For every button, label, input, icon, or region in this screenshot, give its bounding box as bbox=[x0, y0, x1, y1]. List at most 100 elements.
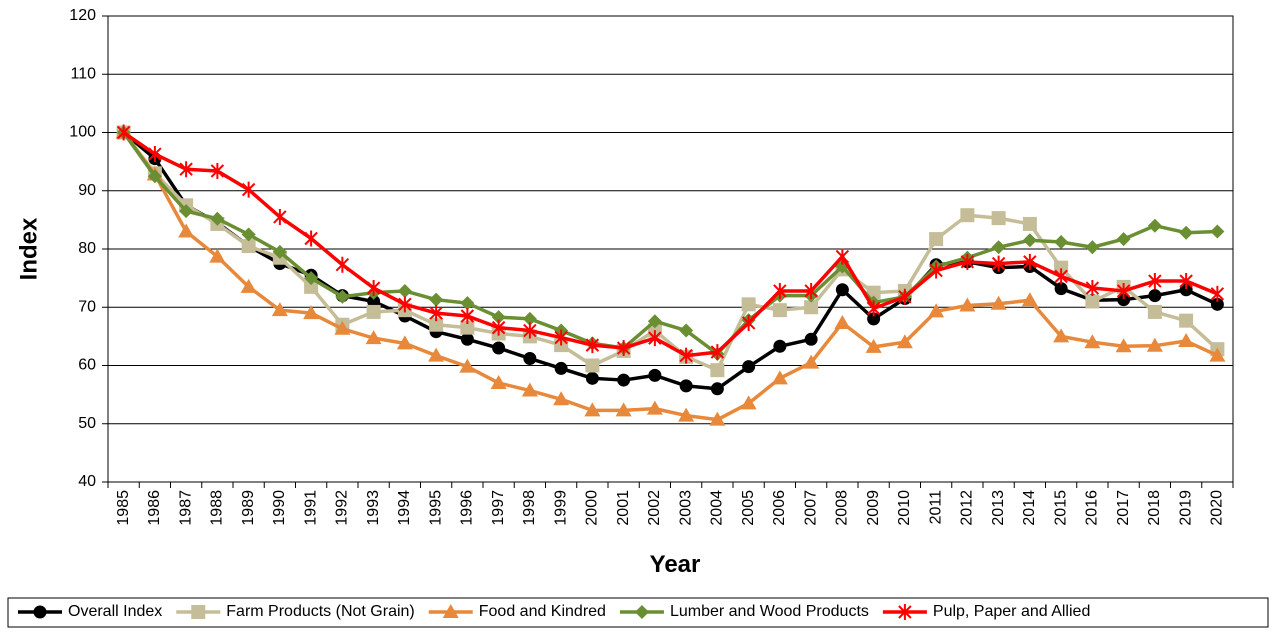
marker bbox=[1116, 282, 1131, 299]
marker bbox=[210, 211, 225, 226]
y-tick-label: 50 bbox=[78, 415, 96, 432]
marker bbox=[741, 314, 756, 331]
marker bbox=[33, 605, 47, 619]
marker bbox=[1085, 240, 1100, 255]
marker bbox=[1085, 294, 1100, 309]
x-tick-label: 2008 bbox=[834, 490, 851, 526]
marker bbox=[1179, 273, 1193, 290]
marker bbox=[241, 181, 256, 198]
y-tick-label: 80 bbox=[78, 240, 96, 257]
marker bbox=[240, 278, 257, 293]
marker bbox=[116, 124, 131, 141]
marker bbox=[1209, 347, 1226, 362]
marker bbox=[272, 244, 287, 259]
marker bbox=[1148, 273, 1162, 290]
x-tick-label: 1996 bbox=[459, 490, 476, 526]
marker bbox=[429, 317, 444, 332]
x-tick-label: 1987 bbox=[177, 490, 194, 526]
marker bbox=[460, 332, 474, 346]
marker bbox=[1115, 338, 1132, 353]
x-tick-label: 1986 bbox=[146, 490, 163, 526]
marker bbox=[554, 329, 568, 346]
x-tick-label: 1995 bbox=[427, 490, 444, 526]
marker bbox=[304, 271, 319, 286]
marker bbox=[241, 239, 256, 254]
marker bbox=[835, 283, 849, 297]
marker bbox=[898, 288, 912, 305]
x-tick-label: 1991 bbox=[302, 490, 319, 526]
marker bbox=[241, 227, 256, 242]
x-tick-label: 1997 bbox=[490, 490, 507, 526]
x-tick-label: 2017 bbox=[1115, 490, 1132, 526]
marker bbox=[1085, 280, 1100, 297]
marker bbox=[804, 282, 818, 299]
marker bbox=[1147, 218, 1162, 233]
x-tick-label: 2002 bbox=[646, 490, 663, 526]
marker bbox=[646, 400, 663, 415]
x-tick-label: 2006 bbox=[771, 490, 788, 526]
marker bbox=[335, 289, 350, 304]
marker bbox=[429, 292, 444, 307]
marker bbox=[459, 358, 476, 373]
marker bbox=[929, 262, 943, 279]
marker bbox=[522, 311, 537, 326]
legend-label: Food and Kindred bbox=[479, 603, 606, 620]
marker bbox=[429, 305, 443, 322]
marker bbox=[191, 605, 206, 619]
marker bbox=[523, 352, 537, 366]
x-tick-label: 2013 bbox=[990, 490, 1007, 526]
marker bbox=[991, 240, 1006, 255]
marker bbox=[803, 354, 820, 369]
x-tick-label: 2012 bbox=[959, 490, 976, 526]
marker bbox=[428, 347, 445, 362]
marker bbox=[898, 604, 912, 620]
marker bbox=[1148, 289, 1162, 303]
marker bbox=[367, 294, 381, 308]
marker bbox=[896, 334, 913, 349]
legend-label: Overall Index bbox=[68, 603, 162, 620]
series-line bbox=[122, 131, 1218, 356]
marker bbox=[365, 330, 382, 345]
marker bbox=[179, 204, 194, 219]
marker bbox=[1146, 337, 1163, 352]
marker bbox=[335, 256, 350, 273]
marker bbox=[679, 347, 693, 364]
marker bbox=[1117, 293, 1131, 307]
x-tick-label: 2015 bbox=[1052, 490, 1069, 526]
marker bbox=[959, 297, 976, 312]
series-line bbox=[122, 131, 1219, 372]
x-tick-label: 1985 bbox=[115, 490, 132, 526]
marker bbox=[1116, 232, 1131, 247]
marker bbox=[679, 323, 694, 338]
marker bbox=[523, 322, 537, 339]
marker bbox=[1210, 224, 1225, 239]
x-tick-label: 2007 bbox=[802, 490, 819, 526]
marker bbox=[634, 605, 649, 619]
marker bbox=[271, 302, 288, 317]
legend-label: Farm Products (Not Grain) bbox=[226, 603, 414, 620]
y-tick-label: 100 bbox=[69, 124, 96, 141]
y-tick-label: 120 bbox=[69, 7, 96, 24]
marker bbox=[710, 382, 724, 396]
marker bbox=[1023, 253, 1037, 270]
marker bbox=[679, 379, 693, 393]
marker bbox=[492, 341, 506, 355]
marker bbox=[1054, 282, 1068, 296]
marker bbox=[585, 358, 600, 373]
series-line bbox=[122, 131, 1219, 422]
marker bbox=[210, 162, 225, 179]
marker bbox=[209, 248, 226, 263]
marker bbox=[491, 319, 506, 336]
marker bbox=[490, 374, 507, 389]
x-tick-label: 2019 bbox=[1177, 490, 1194, 526]
marker bbox=[147, 169, 162, 184]
marker bbox=[616, 340, 631, 357]
marker bbox=[990, 295, 1007, 310]
x-tick-label: 2000 bbox=[584, 490, 601, 526]
marker bbox=[304, 279, 319, 294]
x-tick-label: 2018 bbox=[1146, 490, 1163, 526]
marker bbox=[1210, 285, 1225, 302]
y-tick-label: 40 bbox=[78, 473, 96, 490]
y-axis-title: Index bbox=[15, 217, 42, 280]
